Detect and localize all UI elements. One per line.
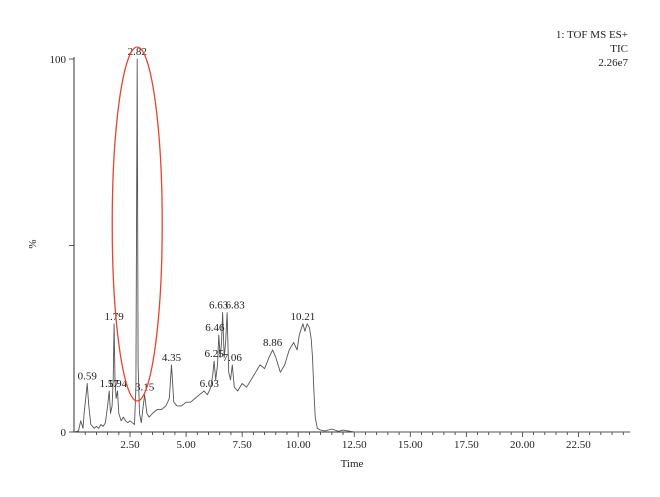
x-tick-label: 7.50 bbox=[233, 439, 253, 451]
x-axis-title: Time bbox=[341, 458, 364, 470]
peak-label: 1.94 bbox=[108, 378, 128, 390]
info-line-2: TIC bbox=[610, 43, 628, 55]
y-tick-label: 100 bbox=[50, 54, 67, 66]
x-tick-label: 17.50 bbox=[454, 439, 479, 451]
peak-label: 6.25 bbox=[204, 348, 224, 360]
x-tick-label: 20.00 bbox=[510, 439, 535, 451]
info-line-1: 1: TOF MS ES+ bbox=[556, 29, 628, 41]
peak-label: 2.82 bbox=[128, 46, 147, 58]
x-tick-label: 12.50 bbox=[342, 439, 367, 451]
highlight-ellipse bbox=[111, 46, 163, 402]
y-tick-label: 0 bbox=[61, 427, 67, 439]
peak-label: 8.86 bbox=[263, 337, 283, 349]
peak-label: 1.79 bbox=[105, 311, 125, 323]
highlight-layer bbox=[111, 46, 163, 402]
peak-label: 6.83 bbox=[225, 300, 245, 312]
x-tick-label: 2.50 bbox=[120, 439, 140, 451]
info-block: 1: TOF MS ES+ TIC 2.26e7 bbox=[556, 29, 629, 69]
peak-label: 7.06 bbox=[223, 352, 243, 364]
peak-label: 4.35 bbox=[162, 352, 182, 364]
info-line-3: 2.26e7 bbox=[598, 57, 628, 69]
axes: 2.50 5.00 7.50 10.00 12.50 15.00 17.50 20.00 22.… bbox=[50, 54, 630, 451]
peak-labels: 0.591.57 1.79 1.94 2.82 3.15 4.35 6.03 6.25 6.46… bbox=[78, 46, 316, 394]
y-axis-title: % bbox=[27, 239, 39, 248]
peak-label: 6.03 bbox=[200, 378, 220, 390]
peak-label: 1.57 bbox=[100, 378, 120, 390]
peak-label: 3.15 bbox=[135, 382, 155, 394]
peak-label: 6.46 bbox=[205, 322, 225, 334]
tic-trace bbox=[73, 58, 630, 433]
x-tick-label: 22.50 bbox=[566, 439, 591, 451]
peak-label: 6.63 bbox=[209, 300, 229, 312]
trace-layer bbox=[73, 58, 630, 433]
x-tick-label: 10.00 bbox=[286, 439, 311, 451]
peak-label: 10.21 bbox=[291, 311, 316, 323]
x-tick-label: 5.00 bbox=[176, 439, 196, 451]
x-tick-label: 15.00 bbox=[398, 439, 423, 451]
peak-label: 0.59 bbox=[78, 371, 98, 383]
